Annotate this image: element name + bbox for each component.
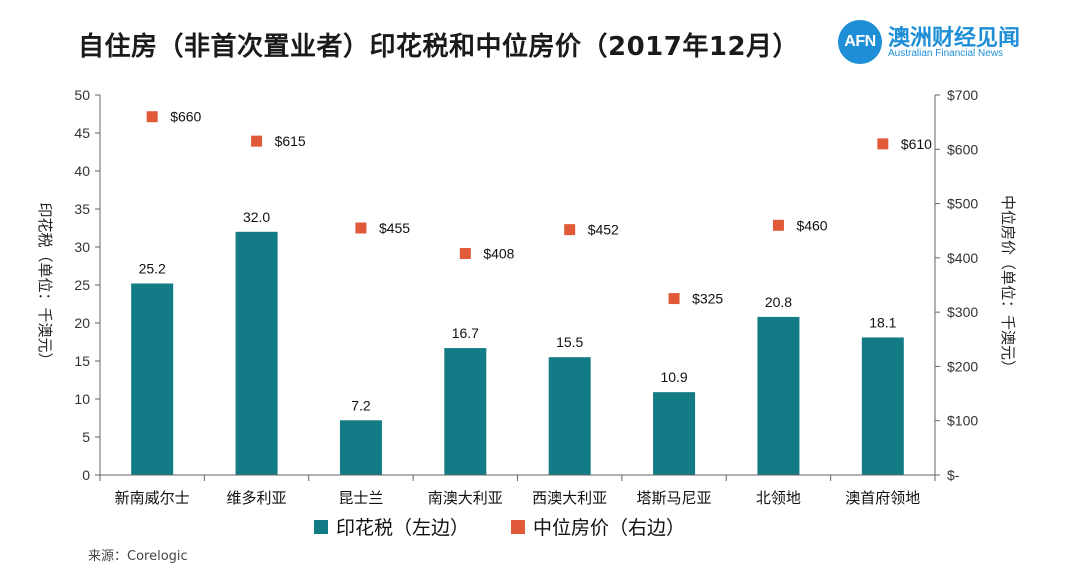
y-tick-label-left: 35 [74, 201, 90, 217]
y-tick-label-right: $100 [947, 413, 978, 429]
bar-value-label: 16.7 [452, 325, 479, 341]
bar-stamp-duty [548, 357, 591, 475]
y-tick-label-left: 25 [74, 277, 90, 293]
bar-stamp-duty [235, 231, 278, 475]
price-value-label: $610 [901, 136, 932, 152]
y-tick-label-left: 0 [82, 467, 90, 483]
bar-value-label: 20.8 [765, 294, 792, 310]
y-tick-label-left: 50 [74, 87, 90, 103]
y-tick-label-right: $500 [947, 196, 978, 212]
y-tick-label-left: 20 [74, 315, 90, 331]
bar-stamp-duty [444, 348, 487, 475]
marker-median-price [459, 248, 471, 260]
logo-name-cn: 澳洲财经见闻 [888, 26, 1021, 51]
afn-logo-icon: AFN [838, 20, 882, 64]
marker-median-price [146, 111, 158, 123]
x-tick-label: 南澳大利亚 [428, 489, 503, 507]
price-value-label: $455 [379, 220, 410, 236]
y-axis-label-right: 中位房价（单位：千澳元） [999, 195, 1017, 375]
y-tick-label-left: 40 [74, 163, 90, 179]
marker-median-price [564, 224, 576, 236]
marker-median-price [668, 293, 680, 305]
y-tick-label-left: 10 [74, 391, 90, 407]
legend-label-marker: 中位房价（右边） [533, 517, 685, 539]
legend-swatch-marker [511, 520, 525, 534]
y-tick-label-right: $300 [947, 304, 978, 320]
x-tick-label: 新南威尔士 [115, 489, 190, 507]
marker-median-price [251, 135, 263, 147]
bar-value-label: 18.1 [869, 314, 896, 330]
bar-value-label: 25.2 [139, 260, 166, 276]
bar-stamp-duty [131, 283, 174, 475]
price-value-label: $615 [275, 133, 306, 149]
chart-title: 自住房（非首次置业者）印花税和中位房价（2017年12月） [78, 32, 800, 62]
y-tick-label-right: $700 [947, 87, 978, 103]
bar-stamp-duty [861, 337, 904, 475]
marker-median-price [355, 222, 367, 234]
y-tick-label-right: $600 [947, 141, 978, 157]
x-tick-label: 昆士兰 [338, 489, 383, 507]
bar-value-label: 7.2 [351, 397, 371, 413]
y-tick-label-right: $200 [947, 358, 978, 374]
y-tick-label-left: 15 [74, 353, 90, 369]
price-value-label: $325 [692, 291, 723, 307]
y-axis-label-left: 印花税（单位：千澳元） [36, 202, 54, 367]
legend-swatch-bar [314, 520, 328, 534]
price-value-label: $460 [796, 217, 827, 233]
y-tick-label-right: $400 [947, 250, 978, 266]
bar-value-label: 32.0 [243, 209, 270, 225]
price-value-label: $660 [170, 109, 201, 125]
x-tick-label: 西澳大利亚 [532, 489, 607, 507]
brand-logo: AFN 澳洲财经见闻 Australian Financial News [838, 18, 1070, 66]
y-tick-label-left: 45 [74, 125, 90, 141]
source-note: 来源：Corelogic [88, 549, 188, 564]
y-tick-label-right: $- [947, 467, 960, 483]
bar-value-label: 15.5 [556, 334, 583, 350]
marker-median-price [877, 138, 889, 150]
bar-stamp-duty [757, 316, 800, 475]
bar-stamp-duty [339, 420, 382, 475]
bar-stamp-duty [653, 392, 696, 475]
x-tick-label: 北领地 [756, 489, 801, 507]
x-tick-label: 塔斯马尼亚 [637, 489, 712, 507]
price-value-label: $452 [588, 222, 619, 238]
price-value-label: $408 [483, 246, 514, 262]
y-tick-label-left: 30 [74, 239, 90, 255]
marker-median-price [772, 219, 784, 231]
x-tick-label: 维多利亚 [227, 489, 287, 507]
x-tick-label: 澳首府领地 [845, 489, 920, 507]
legend-label-bar: 印花税（左边） [336, 517, 469, 539]
logo-name-en: Australian Financial News [888, 48, 1004, 59]
y-tick-label-left: 5 [82, 429, 90, 445]
bar-value-label: 10.9 [660, 369, 687, 385]
